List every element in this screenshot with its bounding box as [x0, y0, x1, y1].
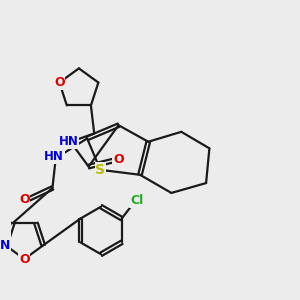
Text: O: O — [113, 154, 124, 166]
Text: N: N — [0, 239, 11, 252]
Text: HN: HN — [44, 150, 64, 163]
Text: HN: HN — [59, 135, 79, 148]
Text: S: S — [95, 163, 105, 177]
Text: O: O — [54, 76, 65, 89]
Text: O: O — [19, 253, 30, 266]
Text: O: O — [19, 193, 30, 206]
Text: Cl: Cl — [130, 194, 143, 207]
